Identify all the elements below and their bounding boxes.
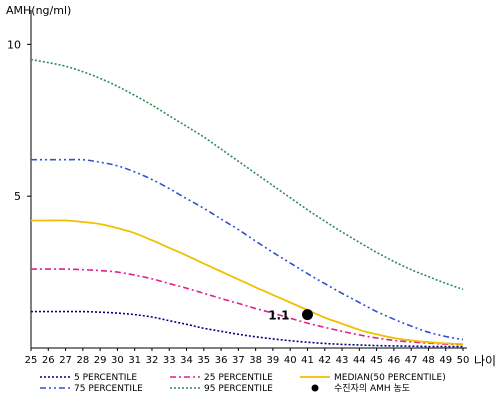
series-layer xyxy=(31,60,463,347)
y-axis-label: AMH(ng/ml) xyxy=(6,4,71,17)
y-tick-label: 10 xyxy=(7,38,21,51)
x-tick-label: 31 xyxy=(128,355,141,366)
series-line-95-percentile xyxy=(31,60,463,290)
x-tick-label: 39 xyxy=(267,355,280,366)
x-tick-label: 29 xyxy=(94,355,107,366)
x-tick-label: 35 xyxy=(197,355,210,366)
x-tick-label: 32 xyxy=(146,355,159,366)
series-line-25-percentile xyxy=(31,269,463,344)
patient-amh-data-label: 1.1 xyxy=(268,309,289,323)
x-tick-label: 40 xyxy=(284,355,297,366)
x-tick-label: 25 xyxy=(25,355,38,366)
x-tick-label: 49 xyxy=(439,355,452,366)
legend-entry-label: 95 PERCENTILE xyxy=(204,384,273,394)
x-tick-label: 36 xyxy=(215,355,228,366)
legend-entry-label: 75 PERCENTILE xyxy=(74,384,143,394)
legend-entry-label: MEDIAN(50 PERCENTILE) xyxy=(334,373,446,383)
legend-entry-label: 25 PERCENTILE xyxy=(204,373,273,383)
y-tick-label: 5 xyxy=(14,190,21,203)
x-tick-label: 46 xyxy=(388,355,401,366)
axes: 5 10 25 26 27 28 29 30 31 32 33 34 35 36 37 38 39 40 41 42 4… xyxy=(7,10,469,366)
x-tick-label: 38 xyxy=(249,355,262,366)
x-tick-label: 42 xyxy=(318,355,331,366)
x-tick-label: 30 xyxy=(111,355,124,366)
patient-amh-point xyxy=(302,309,313,320)
x-tick-label: 34 xyxy=(180,355,193,366)
legend-entry-label: 수진자의 AMH 농도 xyxy=(334,383,410,394)
x-tick-label: 28 xyxy=(76,355,89,366)
legend: 5 PERCENTILE 25 PERCENTILE MEDIAN(50 PERCE… xyxy=(40,373,446,394)
x-tick-label: 26 xyxy=(42,355,55,366)
series-line-5-percentile xyxy=(31,312,463,347)
x-tick-label: 47 xyxy=(405,355,418,366)
series-line-median-50-percentile xyxy=(31,220,463,344)
x-tick-label: 27 xyxy=(59,355,72,366)
x-axis-label: 나이 xyxy=(474,354,496,368)
x-tick-label: 41 xyxy=(301,355,314,366)
x-tick-label: 44 xyxy=(353,355,366,366)
x-tick-label: 50 xyxy=(457,355,470,366)
x-tick-label: 45 xyxy=(370,355,383,366)
x-tick-label: 33 xyxy=(163,355,176,366)
x-tick-label: 43 xyxy=(336,355,349,366)
legend-marker-patient-amh xyxy=(312,385,319,392)
x-tick-label: 37 xyxy=(232,355,245,366)
marker-layer: 1.1 xyxy=(268,309,313,323)
legend-entry-label: 5 PERCENTILE xyxy=(74,373,137,383)
x-tick-label: 48 xyxy=(422,355,435,366)
